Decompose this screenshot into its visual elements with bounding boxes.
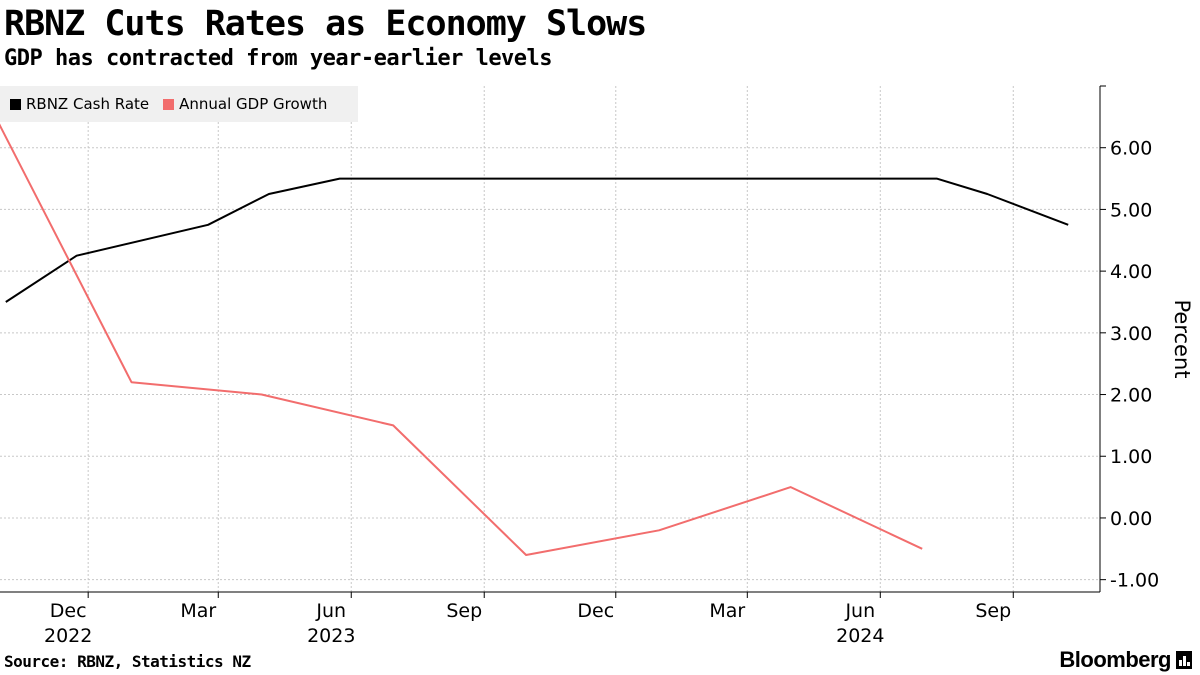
bloomberg-terminal-icon bbox=[1176, 651, 1192, 669]
x-tick-label: Sep bbox=[446, 600, 482, 622]
x-year-label: 2024 bbox=[836, 625, 884, 647]
series-line-cash-rate bbox=[5, 177, 1069, 303]
y-tick-label: 3.00 bbox=[1110, 323, 1152, 345]
legend-item-gdp-growth: Annual GDP Growth bbox=[163, 95, 327, 113]
x-tick-label: Jun bbox=[315, 600, 346, 622]
y-tick-label: 6.00 bbox=[1110, 138, 1152, 160]
source-note: Source: RBNZ, Statistics NZ bbox=[4, 652, 251, 671]
y-tick-label: -1.00 bbox=[1110, 570, 1159, 592]
y-tick-label: 0.00 bbox=[1110, 508, 1152, 530]
x-year-label: 2022 bbox=[44, 625, 92, 647]
y-tick-label: 4.00 bbox=[1110, 261, 1152, 283]
legend-item-cash-rate: RBNZ Cash Rate bbox=[10, 95, 149, 113]
x-tick-label: Sep bbox=[975, 600, 1011, 622]
y-tick-label: 5.00 bbox=[1110, 199, 1152, 221]
x-tick-label: Jun bbox=[844, 600, 875, 622]
chart-subtitle: GDP has contracted from year-earlier lev… bbox=[4, 46, 553, 71]
legend-label-cash-rate: RBNZ Cash Rate bbox=[26, 95, 150, 113]
legend-swatch-cash-rate bbox=[10, 98, 21, 110]
legend-swatch-gdp-growth bbox=[163, 98, 175, 110]
y-tick-label: 2.00 bbox=[1110, 385, 1152, 407]
chart-title: RBNZ Cuts Rates as Economy Slows bbox=[4, 4, 647, 44]
series-line-gdp-growth bbox=[0, 123, 923, 556]
y-tick-label: 1.00 bbox=[1110, 446, 1152, 468]
chart-legend: RBNZ Cash Rate Annual GDP Growth bbox=[0, 86, 358, 122]
x-tick-label: Dec bbox=[50, 600, 87, 622]
y-axis-title: Percent bbox=[1170, 299, 1194, 378]
x-tick-label: Mar bbox=[709, 600, 745, 622]
x-year-label: 2023 bbox=[307, 625, 355, 647]
legend-label-gdp-growth: Annual GDP Growth bbox=[179, 95, 328, 113]
brand-name: Bloomberg bbox=[1059, 647, 1171, 672]
bloomberg-logo: Bloomberg bbox=[1059, 647, 1192, 673]
x-tick-label: Dec bbox=[577, 600, 614, 622]
x-tick-label: Mar bbox=[180, 600, 216, 622]
